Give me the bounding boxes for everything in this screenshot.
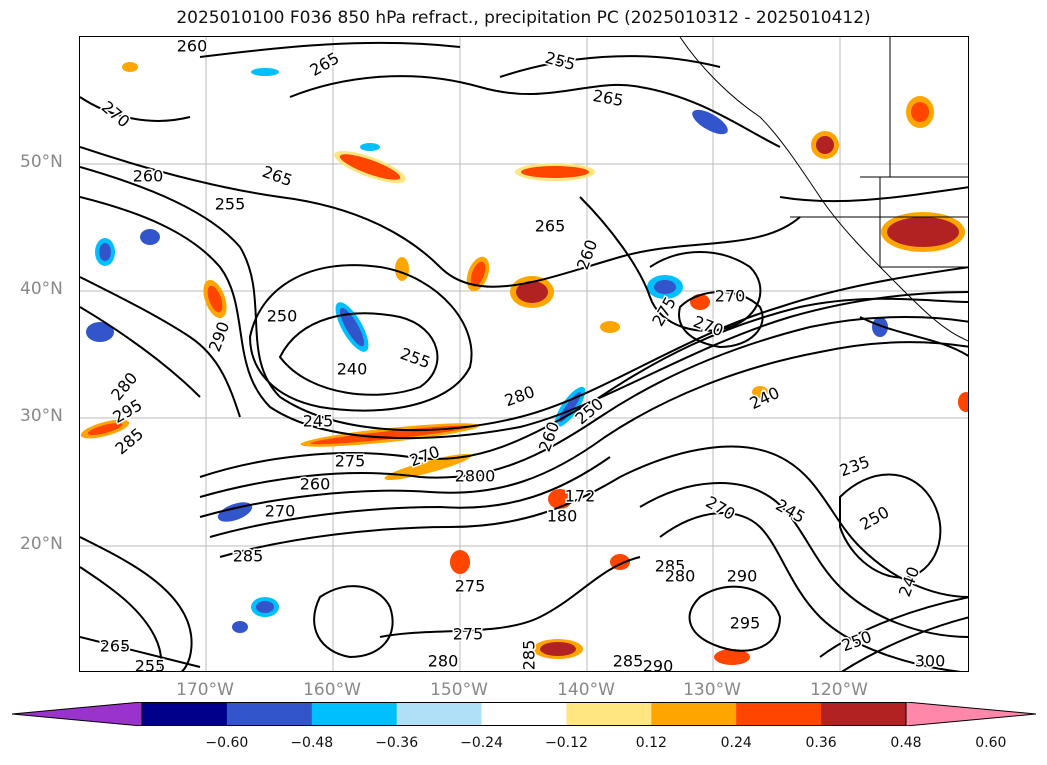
contour-label: 180 — [547, 507, 578, 526]
contour-label: 255 — [215, 195, 246, 214]
coastlines — [679, 37, 968, 342]
contour-label: 285 — [655, 557, 686, 576]
contour-label: 280 — [428, 652, 459, 671]
contour-label: 300 — [915, 652, 946, 671]
contour-label: 255 — [135, 657, 166, 673]
refractivity-contours — [80, 41, 968, 671]
contour-label: 255 — [398, 344, 433, 372]
contour-label: 275 — [335, 452, 366, 471]
graticule — [80, 37, 968, 671]
colorbar-tick-label: −0.12 — [544, 735, 588, 751]
contour-label: 265 — [535, 217, 566, 236]
colorbar-tick-label: 0.48 — [890, 735, 922, 751]
contour-label: 235 — [837, 452, 872, 480]
contour-label: 290 — [727, 567, 758, 586]
colorbar-segment — [566, 702, 652, 726]
contour-label: 285 — [613, 652, 644, 671]
colorbar-tick-label: −0.60 — [205, 735, 249, 751]
lat-label-50n: 50°N — [20, 152, 63, 172]
contour-label: 275 — [453, 625, 484, 644]
contour-label: 240 — [895, 564, 923, 599]
colorbar-segment — [651, 702, 737, 726]
contour-label: 270 — [265, 502, 296, 521]
contour-label: 260 — [300, 475, 331, 494]
colorbar-over-arrow — [905, 701, 1037, 727]
contour-label: 245 — [303, 412, 334, 431]
colorbar-tick-label: 0.60 — [975, 735, 1007, 751]
contour-label: 290 — [643, 657, 674, 673]
colorbar-segment — [396, 702, 483, 726]
lat-label-40n: 40°N — [20, 279, 63, 299]
lon-label-170w: 170°W — [176, 680, 234, 700]
contour-label: 172 — [565, 487, 596, 506]
contour-label: 280 — [665, 567, 696, 586]
contour-label: 285 — [520, 640, 539, 671]
contour-label: 280 — [502, 382, 537, 410]
colorbar-tick-label: 0.12 — [635, 735, 667, 751]
colorbar-segment — [142, 702, 228, 726]
colorbar-tick-label: 0.36 — [805, 735, 837, 751]
contour-label: 250 — [267, 307, 298, 326]
contour-label: 250 — [857, 502, 893, 534]
contour-label: 280 — [455, 467, 486, 486]
contour-label: 270 — [715, 287, 746, 306]
colorbar-tick-label: 0.24 — [720, 735, 752, 751]
colorbar-segment — [481, 702, 567, 726]
contour-label: 285 — [233, 547, 264, 566]
contour-label: 240 — [747, 383, 783, 413]
contour-label: 290 — [205, 319, 233, 354]
lat-label-20n: 20°N — [20, 534, 63, 554]
contour-label: 260 — [535, 419, 563, 454]
contour-label: 265 — [307, 48, 343, 80]
lon-label-160w: 160°W — [303, 680, 361, 700]
contour-label: 250 — [839, 627, 874, 655]
colorbar-under-arrow — [11, 701, 143, 727]
colorbar-segment — [821, 702, 907, 726]
contour-label: 270 — [691, 312, 726, 340]
contour-label: 240 — [337, 360, 368, 379]
colorbar-outline — [141, 702, 907, 726]
colorbar — [11, 701, 1037, 727]
colorbar-tick-label: −0.24 — [460, 735, 503, 751]
colorbar-svg — [11, 701, 1037, 727]
lon-label-140w: 140°W — [557, 680, 615, 700]
lon-label-130w: 130°W — [683, 680, 741, 700]
contour-label: 295 — [730, 614, 761, 633]
contour-label: 265 — [260, 162, 295, 190]
contour-label: 270 — [703, 492, 739, 524]
contour-label: 255 — [543, 48, 577, 74]
colorbar-tick-label: −0.48 — [290, 735, 334, 751]
contour-label: 275 — [455, 577, 486, 596]
contour-label: 260 — [177, 37, 208, 56]
lat-label-30n: 30°N — [20, 406, 63, 426]
contour-label: 260 — [133, 167, 164, 186]
precip-positive — [80, 62, 968, 665]
colorbar-segment — [736, 702, 822, 726]
contour-label: 260 — [573, 237, 601, 272]
map-panel: 260 265 255 265 260 255 265 270 290 250 240 255 260 2… — [79, 36, 969, 672]
contour-label: 280 — [465, 467, 496, 486]
colorbar-tick-label: −0.36 — [375, 735, 419, 751]
map-title: 2025010100 F036 850 hPa refract., precip… — [176, 8, 871, 28]
contour-label: 270 — [98, 97, 134, 131]
contour-label: 265 — [100, 637, 131, 656]
contour-label: 265 — [591, 86, 624, 110]
lon-label-120w: 120°W — [810, 680, 868, 700]
lon-label-150w: 150°W — [430, 680, 488, 700]
colorbar-segment — [226, 702, 313, 726]
contour-label: 245 — [773, 495, 809, 527]
colorbar-segment — [311, 702, 398, 726]
